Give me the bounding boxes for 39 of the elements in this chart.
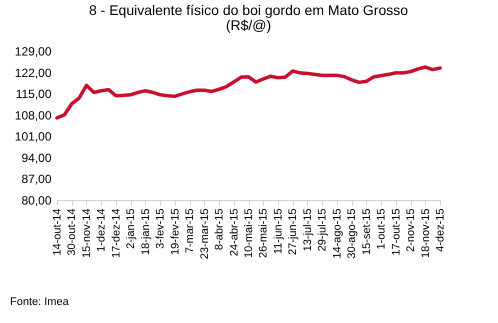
- x-tick-label: 7-mar-15: [184, 208, 196, 254]
- x-tick-label: 27-jun-15: [287, 208, 300, 255]
- x-tick-label: 17-dez-14: [110, 208, 122, 258]
- x-tick-label: 4-dez-15: [434, 208, 446, 252]
- x-tick-label: 29-jul-15: [316, 208, 329, 252]
- x-tick-label: 3-fev-15: [154, 208, 167, 249]
- line-series: [55, 65, 442, 120]
- x-tick-label: 14-out-14: [52, 208, 64, 256]
- chart-subtitle: (R$/@): [226, 17, 272, 33]
- y-tick-label: 101,00: [14, 130, 52, 144]
- x-tick-label: 14-ago-15: [331, 208, 344, 259]
- x-tick-label: 30-ago-15: [346, 208, 358, 259]
- x-tick-label: 18-nov-15: [420, 208, 432, 258]
- source-note: Fonte: Imea: [10, 296, 69, 308]
- x-tick-label: 1-dez-14: [96, 208, 108, 252]
- x-tick-label: 23-mar-15: [198, 208, 211, 260]
- x-tick-label: 17-out-15: [390, 208, 402, 256]
- x-tick-label: 10-mai-15: [243, 208, 255, 258]
- y-tick-label: 94,00: [21, 150, 52, 165]
- chart-title: 8 - Equivalente físico do boi gordo em Mato Grosso: [88, 2, 408, 18]
- x-tick-label: 15-set-15: [360, 208, 373, 255]
- x-tick-label: 11-jun-15: [272, 208, 284, 254]
- x-tick-label: 2-nov-15: [405, 208, 418, 252]
- x-tick-label: 30-out-14: [66, 208, 78, 256]
- x-tick-label: 26-mai-15: [258, 208, 270, 258]
- x-tick-label: 24-abr-15: [228, 208, 240, 256]
- x-tick-label: 15-nov-14: [80, 208, 93, 258]
- y-tick-label: 108,00: [14, 108, 52, 122]
- x-tick-label: 2-jan-15: [125, 208, 138, 249]
- y-tick-label: 129,00: [14, 44, 52, 58]
- x-tick-label: 1-out-15: [376, 208, 388, 250]
- x-tick-label: 13-jul-15: [302, 208, 314, 252]
- y-tick-label: 122,00: [14, 66, 52, 80]
- x-tick-label: 8-abr-15: [214, 208, 226, 250]
- y-tick-label: 115,00: [16, 87, 52, 102]
- x-tick-label: 19-fev-15: [169, 208, 182, 255]
- y-tick-label: 87,00: [21, 172, 52, 186]
- x-tick-label: 18-jan-15: [140, 208, 152, 255]
- y-tick-label: 80,00: [21, 194, 52, 208]
